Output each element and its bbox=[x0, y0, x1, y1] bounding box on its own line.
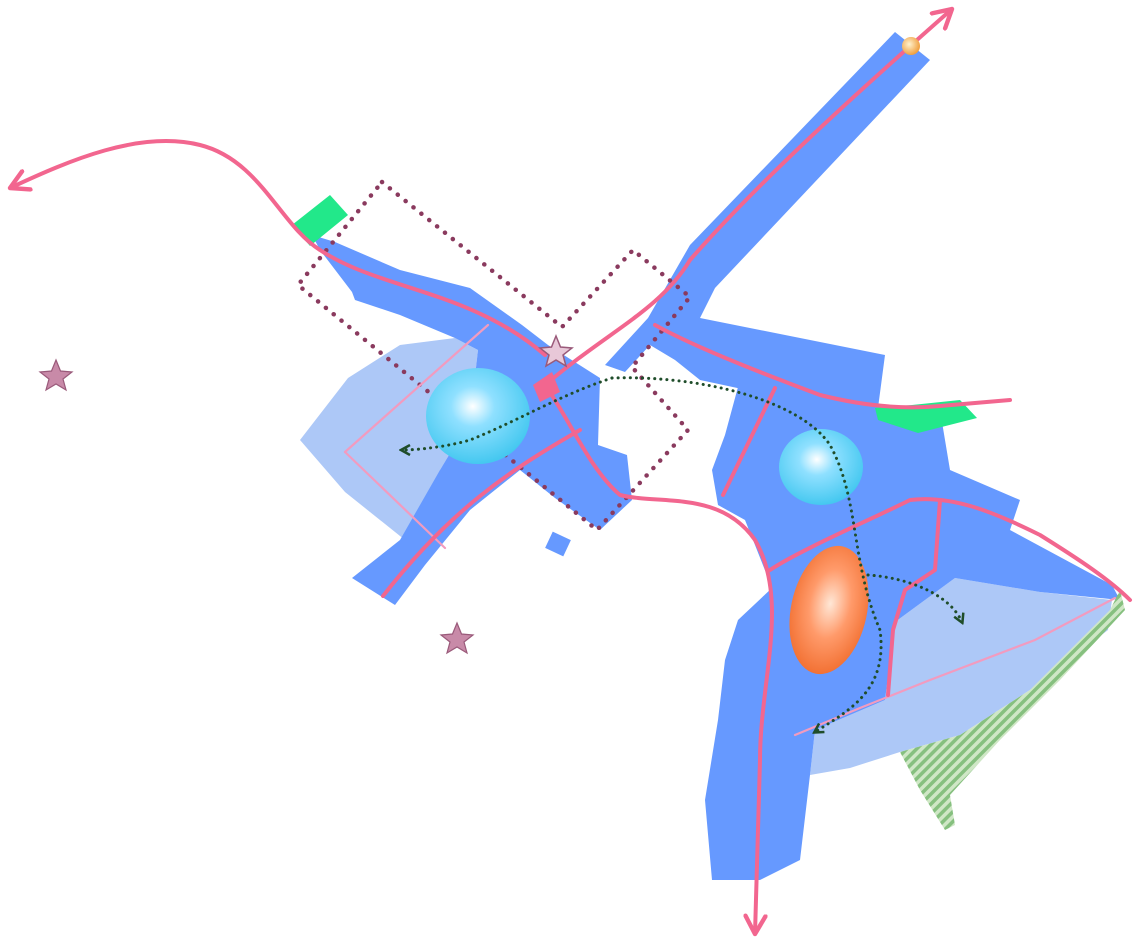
node-circle-east bbox=[779, 429, 863, 505]
road-northeast-outbound bbox=[543, 9, 952, 387]
road-east bbox=[653, 323, 1012, 410]
junction-marker bbox=[533, 372, 560, 402]
green-block-north bbox=[292, 195, 348, 246]
expansion-zone-east bbox=[810, 578, 1112, 775]
flow-arrow-west bbox=[402, 376, 614, 450]
road-southwest-branch bbox=[381, 428, 582, 598]
road-south-outbound bbox=[543, 383, 774, 934]
road-inner-east bbox=[886, 498, 942, 697]
main-roads bbox=[10, 9, 1132, 934]
road-west-outbound bbox=[10, 139, 547, 357]
hatched-green-area bbox=[900, 590, 1125, 830]
dotted-boundary bbox=[294, 178, 694, 534]
road-east-loop bbox=[768, 497, 1132, 602]
star-icon bbox=[439, 621, 475, 655]
node-circle-west bbox=[426, 368, 530, 464]
star-icon bbox=[38, 358, 74, 392]
core-zone-corridor bbox=[605, 32, 930, 412]
endpoint-marker bbox=[902, 37, 920, 55]
flow-arrow-east-main bbox=[610, 376, 883, 732]
flow-arrow-east-branch bbox=[866, 573, 962, 622]
center-node-orange bbox=[789, 545, 869, 675]
star-icon bbox=[538, 334, 574, 368]
flow-arrows bbox=[402, 376, 962, 732]
road-inner-north bbox=[721, 386, 777, 497]
core-zone-east bbox=[705, 387, 1120, 880]
small-core-block bbox=[545, 531, 571, 557]
star-markers bbox=[38, 334, 574, 655]
